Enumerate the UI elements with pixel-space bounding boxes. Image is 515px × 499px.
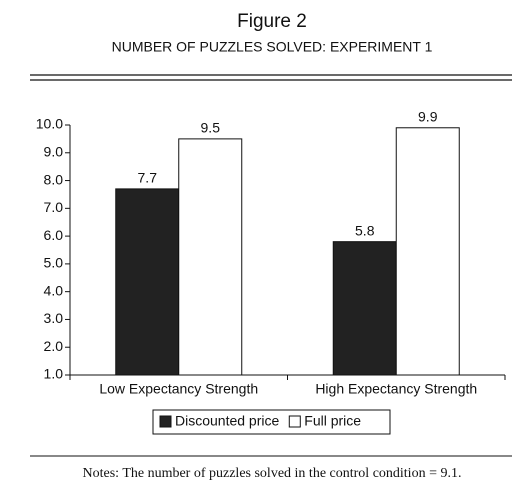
legend-swatch (288, 415, 301, 428)
value-label: 5.8 (355, 222, 375, 238)
bar (332, 241, 397, 376)
value-label: 7.7 (138, 170, 158, 186)
legend-label: Discounted price (175, 413, 279, 429)
y-tick-label: 1.0 (44, 366, 64, 382)
value-label: 9.5 (201, 120, 221, 136)
legend-label: Full price (304, 413, 361, 429)
x-tick-label: High Expectancy Strength (315, 381, 477, 397)
y-tick-label: 3.0 (44, 310, 64, 326)
y-tick-label: 4.0 (44, 282, 64, 298)
legend-box (152, 409, 391, 435)
note: Notes: The number of puzzles solved in t… (83, 466, 462, 481)
bar (395, 127, 460, 376)
value-label: 9.9 (418, 108, 438, 124)
y-tick-label: 8.0 (44, 171, 64, 187)
y-tick-label: 9.0 (44, 143, 64, 159)
legend-swatch (159, 415, 172, 428)
x-tick-label: Low Expectancy Strength (99, 381, 258, 397)
bar (115, 188, 180, 376)
bar (178, 138, 243, 376)
y-tick-label: 5.0 (44, 255, 64, 271)
y-tick-label: 2.0 (44, 338, 64, 354)
y-tick-label: 7.0 (44, 199, 64, 215)
chart-subtitle: NUMBER OF PUZZLES SOLVED: EXPERIMENT 1 (112, 39, 433, 55)
y-tick-label: 6.0 (44, 227, 64, 243)
chart-title: Figure 2 (237, 11, 307, 32)
y-tick-label: 10.0 (36, 116, 63, 132)
